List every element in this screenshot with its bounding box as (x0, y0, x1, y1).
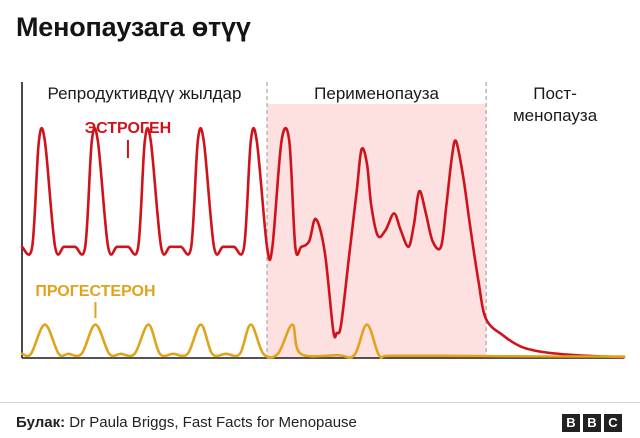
phase-label-line: Перименопауза (314, 84, 439, 103)
phase-label-line: Репродуктивдүү жылдар (48, 84, 242, 103)
footer: Булак: Dr Paula Briggs, Fast Facts for M… (0, 402, 640, 438)
bbc-logo-letter: C (604, 414, 622, 432)
phase-label: Пост-менопауза (513, 84, 598, 125)
bbc-logo: B B C (562, 414, 622, 432)
source-text: Dr Paula Briggs, Fast Facts for Menopaus… (69, 414, 357, 431)
phase-label: Перименопауза (314, 84, 439, 103)
bbc-logo-letter: B (583, 414, 601, 432)
chart: Репродуктивдүү жылдар Перименопауза Пост-м… (0, 0, 640, 400)
phase-label: Репродуктивдүү жылдар (48, 84, 242, 103)
source-label: Булак: (16, 414, 65, 431)
phase-label-line: менопауза (513, 106, 598, 125)
bbc-logo-letter: B (562, 414, 580, 432)
estrogen-label: ЭСТРОГЕН (85, 120, 172, 137)
progesterone-label: ПРОГЕСТЕРОН (35, 283, 155, 300)
source-credit: Булак: Dr Paula Briggs, Fast Facts for M… (16, 414, 357, 431)
phase-label-line: Пост- (533, 84, 577, 103)
